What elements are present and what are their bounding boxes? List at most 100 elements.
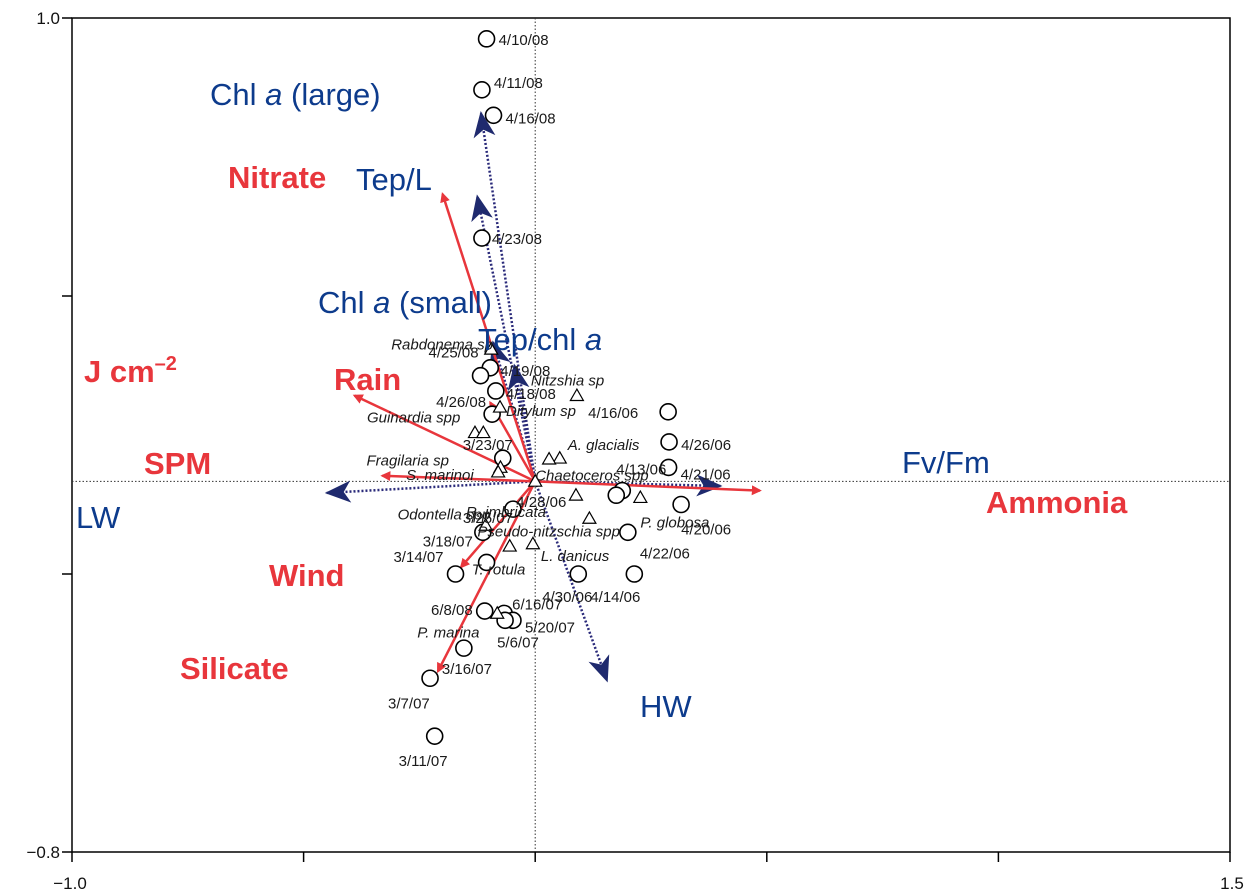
sample-label: 4/19/08 — [500, 363, 550, 380]
sample-label: 5/20/07 — [525, 619, 575, 636]
species-point — [490, 464, 506, 478]
sample-point — [446, 565, 465, 583]
species-point — [475, 424, 491, 439]
environmental-vector-label: J cm–2 — [84, 353, 177, 389]
sample-label: 4/14/06 — [590, 589, 640, 606]
species-label: P. globosa — [640, 515, 709, 532]
response-vector-arrow — [324, 480, 536, 503]
sample-point — [473, 229, 491, 247]
species-point — [632, 489, 648, 504]
sample-point — [475, 602, 494, 620]
species-label: S. marinoi — [406, 467, 474, 484]
sample-label: 4/21/06 — [681, 466, 731, 483]
environmental-vector-label: Rain — [334, 362, 401, 397]
species-label: Pseudo-nitzschia spp — [477, 523, 620, 540]
sample-point — [487, 382, 505, 400]
response-vector-arrow — [534, 480, 610, 683]
response-vector-label: Chl a (small) — [318, 285, 492, 320]
sample-point — [659, 458, 678, 477]
sample-point — [484, 106, 503, 125]
environmental-vector-label: Nitrate — [228, 160, 326, 195]
environmental-vector-arrow — [352, 394, 536, 483]
species-label: Fragilaria sp — [366, 452, 449, 469]
axes-layer: −1.0 1.5 1.0 −0.8 — [26, 9, 1243, 892]
species-point — [478, 517, 494, 531]
species-point — [527, 473, 543, 487]
species-label: Odontella spp — [398, 506, 491, 523]
species-label: Guinardia spp — [367, 410, 460, 427]
sample-point — [471, 366, 490, 385]
sample-point — [425, 727, 444, 745]
species-label: Chaetoceros spp — [535, 467, 648, 484]
species-point — [525, 536, 541, 550]
species-point — [483, 341, 499, 355]
sample-label: 4/16/08 — [506, 110, 556, 127]
sample-label: 4/10/08 — [499, 32, 549, 49]
sample-point — [455, 639, 473, 657]
sample-label: 4/26/06 — [681, 437, 731, 454]
sample-label: 3/11/07 — [399, 753, 448, 770]
species-point — [492, 399, 508, 413]
response-vector-label: Chl a (large) — [210, 77, 381, 112]
sample-label: T. rotula — [472, 561, 526, 578]
species-point — [569, 387, 585, 402]
sample-label: 3/18/07 — [423, 533, 473, 550]
sample-point — [569, 565, 588, 583]
sample-point — [421, 669, 439, 688]
sample-point — [672, 495, 690, 514]
sample-label: 4/20/06 — [681, 522, 731, 539]
species-label: Rabdonema sp — [391, 336, 493, 353]
sample-label: 4/16/06 — [588, 405, 638, 422]
species-point — [541, 451, 557, 465]
sample-point — [473, 81, 491, 99]
sample-label: 4/25/08 — [428, 345, 478, 362]
sample-label: 6/16/07 — [512, 596, 562, 613]
italic-part: a — [373, 285, 390, 320]
species-label: R. imbricata — [466, 504, 546, 521]
sample-label: 3/14/07 — [393, 549, 443, 566]
species-label: P. marina — [417, 624, 479, 641]
italic-part: a — [585, 322, 602, 357]
sample-label: 4/30/06 — [542, 589, 592, 606]
species-label: Nitzshia sp — [531, 373, 604, 390]
species-point — [502, 538, 518, 552]
response-vector-label: Fv/Fm — [902, 445, 990, 480]
environmental-vector-label: Wind — [269, 558, 344, 593]
environmental-vector-arrow — [535, 480, 762, 496]
species-label: L. danicus — [541, 548, 610, 565]
plot-frame — [71, 17, 1231, 853]
sample-point — [625, 565, 644, 583]
sample-label: 3/23/07 — [463, 437, 513, 454]
sample-label: 4/26/08 — [436, 394, 486, 411]
response-vector-label: Tep/chl a — [478, 322, 602, 357]
sample-label: 4/18/08 — [506, 386, 556, 403]
x-tick-label: 1.5 — [1220, 874, 1244, 892]
sample-label: 4/13/06 — [616, 462, 666, 479]
sample-label: 4/23/08 — [492, 231, 542, 248]
species-point — [489, 605, 505, 619]
sample-label: 4/28/06 — [516, 494, 566, 511]
sample-point — [477, 30, 496, 48]
sample-label: 5/6/07 — [497, 634, 539, 651]
sample-point — [619, 523, 637, 542]
sample-point — [607, 486, 626, 505]
response-vector-label: HW — [640, 689, 692, 724]
points-layer — [421, 30, 690, 745]
response-vector-label: LW — [76, 500, 121, 535]
environmental-vector-label: SPM — [144, 446, 211, 481]
species-label: Ditylum sp — [506, 403, 576, 420]
sample-label: 6/8/08 — [431, 602, 473, 619]
sample-point — [659, 403, 677, 421]
environmental-vector-label: Ammonia — [986, 485, 1128, 520]
labels-layer: 4/10/08 4/11/08 4/16/08 4/23/08 4/19/08 4/25/… — [76, 32, 1128, 770]
italic-part: a — [265, 77, 282, 112]
species-point — [552, 450, 568, 464]
sample-label: 4/11/08 — [494, 75, 543, 92]
environmental-vector-arrow — [440, 192, 537, 482]
species-label: A. glacialis — [567, 437, 640, 454]
species-point — [568, 487, 584, 501]
response-vector-label: Tep/L — [356, 162, 432, 197]
sample-point — [660, 433, 678, 451]
environmental-vector-label: Silicate — [180, 651, 289, 686]
